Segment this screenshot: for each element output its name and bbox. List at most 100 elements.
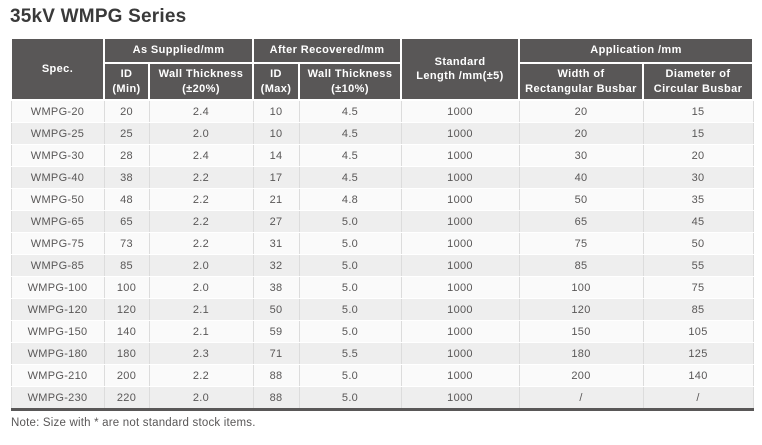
table-cell: 5.0 (298, 232, 402, 256)
table-cell: 5.0 (298, 386, 402, 411)
table-cell: 1000 (400, 99, 520, 124)
table-cell: 5.0 (298, 364, 402, 388)
header-spec: Spec. (10, 36, 105, 102)
table-cell: 120 (103, 298, 150, 322)
spec-cell: WMPG-25 (10, 122, 105, 146)
table-cell: 5.0 (298, 254, 402, 278)
table-cell: 25 (103, 122, 150, 146)
table-cell: 85 (518, 254, 644, 278)
header-id-max: ID (Max) (252, 61, 300, 102)
table-header: Spec. As Supplied/mm After Recovered/mm … (10, 36, 755, 102)
table-cell: 4.5 (298, 144, 402, 168)
table-cell: 38 (103, 166, 150, 190)
table-cell: 88 (252, 386, 300, 411)
table-cell: 65 (518, 210, 644, 234)
table-row: WMPG-40 38 2.2 17 4.5 1000 40 30 (10, 166, 754, 190)
note-text: Note: Size with * are not standard stock… (11, 417, 256, 430)
table-row: WMPG-100 100 2.0 38 5.0 1000 100 75 (10, 276, 754, 300)
table-cell: 88 (252, 364, 300, 388)
table-cell: 2.2 (148, 166, 254, 190)
table-row: WMPG-20 20 2.4 10 4.5 1000 20 15 (10, 99, 754, 124)
table-cell: 4.5 (298, 122, 402, 146)
table-cell: 50 (252, 298, 300, 322)
table-cell: 27 (252, 210, 300, 234)
table-cell: 150 (518, 320, 644, 344)
table-cell: 2.0 (148, 122, 254, 146)
table-cell: 4.5 (298, 99, 402, 124)
table-cell: 1000 (400, 188, 520, 212)
spec-table: Spec. As Supplied/mm After Recovered/mm … (10, 36, 755, 412)
table-cell: 55 (642, 254, 754, 278)
table-cell: 2.4 (148, 99, 254, 124)
table-cell: 50 (642, 232, 754, 256)
table-cell: / (518, 386, 644, 411)
table-cell: 2.1 (148, 320, 254, 344)
table-cell: 4.8 (298, 188, 402, 212)
table-cell: 1000 (400, 210, 520, 234)
table-cell: 17 (252, 166, 300, 190)
table-cell: 2.0 (148, 386, 254, 411)
table-cell: 2.2 (148, 232, 254, 256)
table-cell: 140 (642, 364, 754, 388)
header-after-recovered: After Recovered/mm (251, 37, 403, 64)
header-sub-row: ID (Min) Wall Thickness (±20%) ID (Max) … (11, 61, 755, 102)
table-row: WMPG-85 85 2.0 32 5.0 1000 85 55 (10, 254, 754, 278)
table-cell: 1000 (400, 386, 520, 411)
header-as-supplied: As Supplied/mm (103, 37, 254, 64)
spec-cell: WMPG-85 (10, 254, 105, 278)
spec-cell: WMPG-180 (10, 342, 105, 366)
table-cell: 5.0 (298, 320, 402, 344)
table-cell: 20 (518, 99, 644, 124)
spec-cell: WMPG-75 (10, 232, 105, 256)
table-cell: 2.2 (148, 210, 254, 234)
table-cell: 100 (518, 276, 644, 300)
table-cell: 125 (642, 342, 754, 366)
table-cell: 1000 (400, 144, 520, 168)
table-cell: 100 (103, 276, 150, 300)
table-cell: 40 (518, 166, 644, 190)
spec-cell: WMPG-150 (10, 320, 105, 344)
table-cell: 28 (103, 144, 150, 168)
header-standard-length: Standard Length /mm(±5) (400, 36, 521, 102)
table-row: WMPG-150 140 2.1 59 5.0 1000 150 105 (10, 320, 754, 344)
table-cell: 21 (252, 188, 300, 212)
header-wall-thickness-10: Wall Thickness (±10%) (297, 61, 403, 102)
spec-cell: WMPG-50 (10, 188, 105, 212)
table-cell: 73 (103, 232, 150, 256)
table-cell: / (642, 386, 754, 411)
spec-cell: WMPG-210 (10, 364, 105, 388)
table-cell: 10 (252, 99, 300, 124)
page-title: 35kV WMPG Series (10, 6, 187, 27)
table-cell: 48 (103, 188, 150, 212)
table-cell: 1000 (400, 232, 520, 256)
table-row: WMPG-30 28 2.4 14 4.5 1000 30 20 (10, 144, 754, 168)
table-row: WMPG-230 220 2.0 88 5.0 1000// (10, 386, 754, 411)
table-cell: 15 (642, 99, 754, 124)
table-cell: 180 (518, 342, 644, 366)
table-cell: 200 (103, 364, 150, 388)
table-cell: 71 (252, 342, 300, 366)
table-cell: 2.1 (148, 298, 254, 322)
table-cell: 2.4 (148, 144, 254, 168)
table-cell: 10 (252, 122, 300, 146)
table-cell: 15 (642, 122, 754, 146)
table-cell: 75 (642, 276, 754, 300)
table-cell: 1000 (400, 320, 520, 344)
table-cell: 2.2 (148, 364, 254, 388)
table-cell: 2.0 (148, 276, 254, 300)
table-cell: 5.0 (298, 210, 402, 234)
spec-cell: WMPG-100 (10, 276, 105, 300)
table-cell: 85 (642, 298, 754, 322)
spec-cell: WMPG-20 (10, 99, 105, 124)
table-cell: 30 (642, 166, 754, 190)
table-cell: 65 (103, 210, 150, 234)
table-cell: 4.5 (298, 166, 402, 190)
spec-cell: WMPG-40 (10, 166, 105, 190)
table-cell: 2.0 (148, 254, 254, 278)
table-cell: 120 (518, 298, 644, 322)
table-body: WMPG-20 20 2.4 10 4.5 1000 20 15 WMPG-25 25 2.0 10 4… (10, 99, 754, 411)
header-group-row: Spec. As Supplied/mm After Recovered/mm … (10, 36, 755, 102)
table-cell: 2.3 (148, 342, 254, 366)
header-id-min: ID (Min) (103, 61, 150, 102)
table-cell: 45 (642, 210, 754, 234)
